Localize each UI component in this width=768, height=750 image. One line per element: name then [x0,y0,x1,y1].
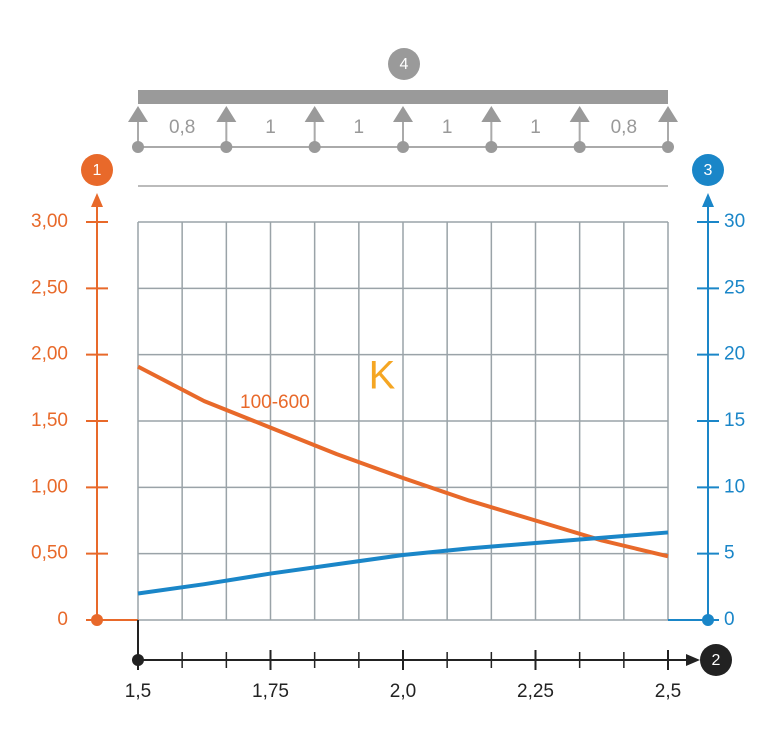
x-tick-label: 2,25 [517,681,554,702]
y2-axis-arrow [702,193,714,207]
beam [138,90,668,104]
support-dot [220,141,233,153]
y-tick-label: 1,00 [31,476,68,497]
x-tick-label: 2,0 [390,681,416,702]
x-tick-label: 1,75 [252,681,289,702]
y-tick-label: 0,50 [31,543,68,564]
badge [388,48,420,80]
badge-label: 1 [93,162,102,179]
y2-tick-label: 5 [724,543,735,564]
support [128,106,148,122]
y2-tick-label: 30 [724,211,745,232]
y-tick-label: 0 [57,609,68,630]
support-dot [662,141,674,153]
support-dot [308,141,321,153]
support [304,106,325,122]
span-label: 1 [442,117,453,138]
series-label: 100-600 [240,392,310,413]
x-tick-label: 1,5 [125,681,151,702]
support-dot [485,141,498,153]
support [569,106,590,122]
badge-label: 2 [712,652,721,669]
x-axis-arrow [686,654,700,666]
y2-tick-label: 25 [724,277,745,298]
y2-axis-origin [702,614,714,626]
y2-tick-label: 20 [724,344,745,365]
series-line [137,364,669,559]
span-label: 0,8 [169,117,195,138]
span-label: 1 [265,117,276,138]
span-label: 0,8 [611,117,637,138]
badge [700,644,732,676]
y-axis-origin [91,614,103,626]
badge-label: 4 [400,56,409,73]
support [393,106,413,122]
span-label: 1 [354,117,365,138]
support [481,106,502,122]
y2-tick-label: 15 [724,410,745,431]
span-label: 1 [530,117,541,138]
support-dot [132,141,144,153]
support-dot [397,141,409,153]
y-axis-arrow [91,193,103,207]
support-dot [573,141,586,153]
letter-annotation: K [369,354,396,398]
y2-tick-label: 0 [724,609,735,630]
y-tick-label: 3,00 [31,211,68,232]
support [216,106,237,122]
y-tick-label: 2,50 [31,277,68,298]
badge [692,154,724,186]
y-tick-label: 2,00 [31,344,68,365]
badge-label: 3 [704,162,713,179]
x-tick-label: 2,5 [655,681,681,702]
y-tick-label: 1,50 [31,410,68,431]
support [658,106,678,122]
badge [81,154,113,186]
y2-tick-label: 10 [724,476,745,497]
series-line [137,530,669,596]
